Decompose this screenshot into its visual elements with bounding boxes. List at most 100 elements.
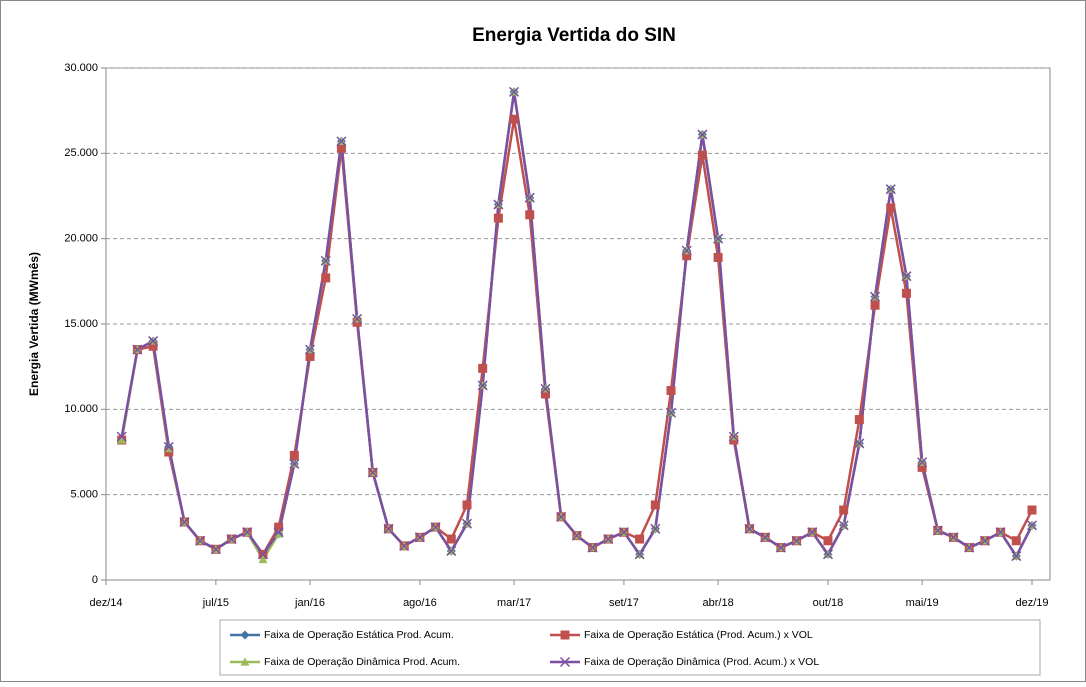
marker [697, 150, 707, 160]
y-tick-label: 10.000 [64, 403, 98, 415]
marker [540, 389, 550, 399]
series-markers [116, 86, 1038, 562]
y-tick-label: 30.000 [64, 62, 98, 74]
marker [618, 527, 629, 538]
marker [430, 522, 441, 533]
marker [838, 520, 849, 531]
marker [932, 525, 943, 536]
x-tick-label: dez/19 [1015, 597, 1048, 609]
marker [148, 336, 159, 347]
marker [713, 233, 724, 244]
marker [666, 386, 676, 396]
marker [336, 143, 346, 153]
marker [650, 500, 660, 510]
x-tick-label: mai/19 [906, 597, 939, 609]
legend-box [219, 619, 1041, 676]
marker [587, 542, 598, 553]
marker [446, 545, 457, 557]
legend-label: Faixa de Operação Estática (Prod. Acum.)… [584, 629, 813, 641]
marker [886, 203, 896, 213]
marker [559, 656, 571, 668]
marker [839, 505, 849, 515]
legend-label: Faixa de Operação Dinâmica Prod. Acum. [264, 656, 460, 668]
x-tick-label: mar/17 [497, 597, 531, 609]
marker [870, 300, 880, 310]
marker [257, 549, 268, 560]
x-tick-label: dez/14 [89, 597, 122, 609]
marker [132, 344, 143, 355]
marker [635, 534, 645, 544]
legend-label: Faixa de Operação Dinâmica (Prod. Acum.)… [584, 656, 819, 668]
marker [116, 431, 127, 442]
marker [807, 527, 818, 538]
x-tick-label: abr/18 [703, 597, 734, 609]
marker [728, 431, 739, 442]
marker [634, 549, 645, 560]
marker [240, 630, 250, 640]
marker [163, 441, 174, 452]
marker [823, 536, 833, 546]
marker [336, 136, 347, 147]
marker [885, 184, 896, 195]
x-tick-label: jan/16 [294, 597, 325, 609]
marker [665, 407, 677, 418]
x-tick-label: ago/16 [403, 597, 437, 609]
marker [352, 313, 363, 324]
marker [195, 535, 206, 546]
marker [461, 518, 473, 529]
marker [320, 255, 331, 266]
marker [179, 516, 190, 528]
marker [556, 511, 567, 522]
marker [901, 288, 911, 298]
marker [383, 523, 394, 534]
marker [870, 291, 881, 302]
y-tick-label: 0 [92, 574, 98, 586]
marker [682, 251, 692, 261]
marker [478, 363, 488, 373]
x-tick-label: jul/15 [202, 597, 229, 609]
marker [540, 383, 551, 394]
marker [273, 527, 284, 538]
marker [305, 344, 316, 355]
marker [289, 450, 299, 460]
x-tick-label: out/18 [813, 597, 844, 609]
marker [242, 527, 253, 538]
marker [399, 540, 410, 551]
marker [493, 199, 504, 210]
marker [462, 500, 472, 510]
marker [1011, 536, 1021, 546]
marker [305, 351, 315, 361]
marker [1026, 520, 1038, 531]
marker [603, 534, 614, 545]
marker [477, 380, 488, 391]
marker [524, 192, 535, 203]
marker [917, 457, 928, 468]
marker [854, 415, 864, 425]
chart-title: Energia Vertida do SIN [472, 25, 676, 46]
marker [995, 527, 1006, 538]
marker [775, 542, 786, 553]
marker [367, 467, 378, 478]
legend-label: Faixa de Operação Estática Prod. Acum. [264, 629, 454, 641]
marker [414, 532, 425, 543]
marker [321, 273, 331, 283]
marker [713, 252, 723, 262]
marker [240, 657, 250, 666]
marker [901, 271, 912, 282]
marker [289, 458, 300, 469]
marker [571, 530, 582, 541]
marker [917, 462, 927, 472]
y-tick-label: 25.000 [64, 147, 98, 159]
marker [525, 210, 535, 220]
marker [509, 114, 519, 124]
marker [697, 129, 708, 140]
marker [148, 341, 158, 351]
marker [948, 532, 959, 543]
marker [650, 523, 661, 534]
marker [258, 555, 268, 564]
marker [226, 534, 237, 545]
y-axis-label: Energia Vertida (MWmês) [27, 252, 41, 396]
marker [1027, 505, 1037, 515]
